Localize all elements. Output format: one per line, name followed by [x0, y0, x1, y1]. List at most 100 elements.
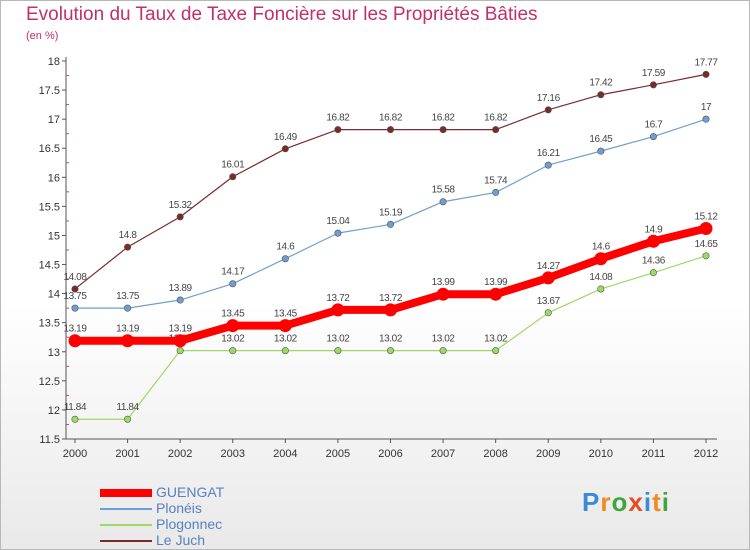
data-label: 13.75 — [63, 291, 87, 302]
data-label: 14.6 — [276, 242, 295, 253]
data-label: 17.42 — [589, 78, 613, 89]
x-tick-label: 2011 — [642, 448, 666, 460]
data-point — [121, 334, 135, 348]
data-label: 13.19 — [169, 324, 193, 335]
data-point — [281, 255, 289, 263]
data-label: 13.99 — [432, 277, 456, 288]
data-label: 13.45 — [221, 309, 245, 320]
chart-title: Evolution du Taux de Taxe Foncière sur l… — [26, 4, 538, 25]
data-point — [702, 115, 710, 123]
y-tick-label: 16.5 — [39, 143, 60, 155]
data-point — [702, 252, 710, 260]
legend-swatch — [100, 524, 152, 526]
legend-label: Le Juch — [156, 532, 206, 548]
data-point — [386, 126, 394, 134]
data-label: 16.82 — [432, 113, 456, 124]
data-point — [597, 91, 605, 99]
data-point — [334, 229, 342, 237]
y-tick-label: 17.5 — [39, 85, 60, 97]
x-tick-label: 2003 — [221, 448, 245, 460]
data-label: 15.04 — [326, 216, 350, 227]
data-point — [649, 133, 657, 141]
data-label: 16.82 — [484, 113, 508, 124]
data-label: 17.77 — [694, 57, 718, 68]
legend-swatch — [100, 489, 152, 497]
data-point — [436, 287, 450, 301]
data-point — [384, 303, 397, 317]
y-tick-label: 13 — [48, 347, 60, 359]
data-label: 13.89 — [169, 283, 193, 294]
data-point — [229, 347, 237, 355]
x-tick-label: 2004 — [273, 448, 297, 460]
data-label: 16.7 — [644, 120, 663, 131]
y-tick-label: 15 — [48, 230, 60, 242]
data-point — [439, 126, 447, 134]
data-point — [541, 271, 555, 285]
data-point — [702, 70, 710, 78]
data-point — [278, 319, 292, 333]
x-tick-label: 2005 — [326, 448, 350, 460]
legend-swatch — [100, 508, 152, 510]
x-tick-label: 2001 — [115, 448, 139, 460]
data-label: 13.45 — [274, 309, 298, 320]
y-tick-label: 14.5 — [39, 260, 60, 272]
data-point — [597, 285, 605, 293]
logo-letter: P — [582, 487, 601, 517]
data-point — [176, 347, 184, 355]
x-tick-label: 2002 — [168, 448, 192, 460]
y-tick-label: 15.5 — [39, 201, 60, 213]
data-label: 15.19 — [379, 207, 403, 218]
data-label: 15.58 — [432, 185, 456, 196]
data-label: 13.02 — [274, 334, 298, 345]
data-label: 17 — [701, 102, 712, 113]
data-label: 14.27 — [537, 261, 561, 272]
x-tick-label: 2009 — [536, 448, 560, 460]
data-point — [439, 347, 447, 355]
data-point — [71, 415, 79, 423]
x-tick-label: 2008 — [483, 448, 507, 460]
data-point — [176, 296, 184, 304]
data-point — [439, 198, 447, 206]
data-label: 15.32 — [169, 200, 193, 211]
x-tick-label: 2000 — [63, 448, 87, 460]
data-label: 15.12 — [694, 211, 718, 222]
logo-letter: r — [600, 487, 612, 517]
data-point — [649, 81, 657, 89]
legend-swatch — [100, 540, 152, 542]
data-label: 14.36 — [642, 256, 666, 267]
data-point — [229, 173, 237, 181]
data-point — [281, 347, 289, 355]
data-label: 13.67 — [537, 296, 561, 307]
data-label: 14.17 — [221, 267, 245, 278]
y-tick-label: 14 — [48, 289, 60, 301]
data-label: 16.45 — [589, 134, 613, 145]
data-point — [597, 147, 605, 155]
data-label: 13.75 — [116, 291, 140, 302]
data-point — [331, 303, 345, 317]
data-label: 16.49 — [274, 132, 298, 143]
data-label: 14.65 — [694, 239, 718, 250]
data-point — [71, 304, 79, 312]
legend-label: GUENGAT — [156, 484, 225, 500]
data-label: 13.02 — [379, 334, 403, 345]
data-point — [544, 309, 552, 317]
data-label: 14.9 — [644, 224, 663, 235]
data-point — [544, 106, 552, 114]
proxiti-logo: Proxiti — [582, 487, 670, 518]
data-label: 13.19 — [116, 324, 140, 335]
data-label: 13.72 — [379, 293, 403, 304]
logo-letter: i — [643, 487, 653, 517]
data-label: 13.72 — [326, 293, 350, 304]
data-label: 13.19 — [63, 324, 87, 335]
y-tick-label: 12 — [48, 405, 60, 417]
data-label: 16.01 — [221, 160, 245, 171]
y-tick-label: 18 — [48, 56, 60, 68]
data-point — [492, 347, 500, 355]
legend-label: Plonéis — [156, 500, 202, 516]
data-point — [492, 188, 500, 196]
x-tick-label: 2010 — [589, 448, 613, 460]
data-point — [386, 347, 394, 355]
data-label: 16.21 — [537, 148, 561, 159]
